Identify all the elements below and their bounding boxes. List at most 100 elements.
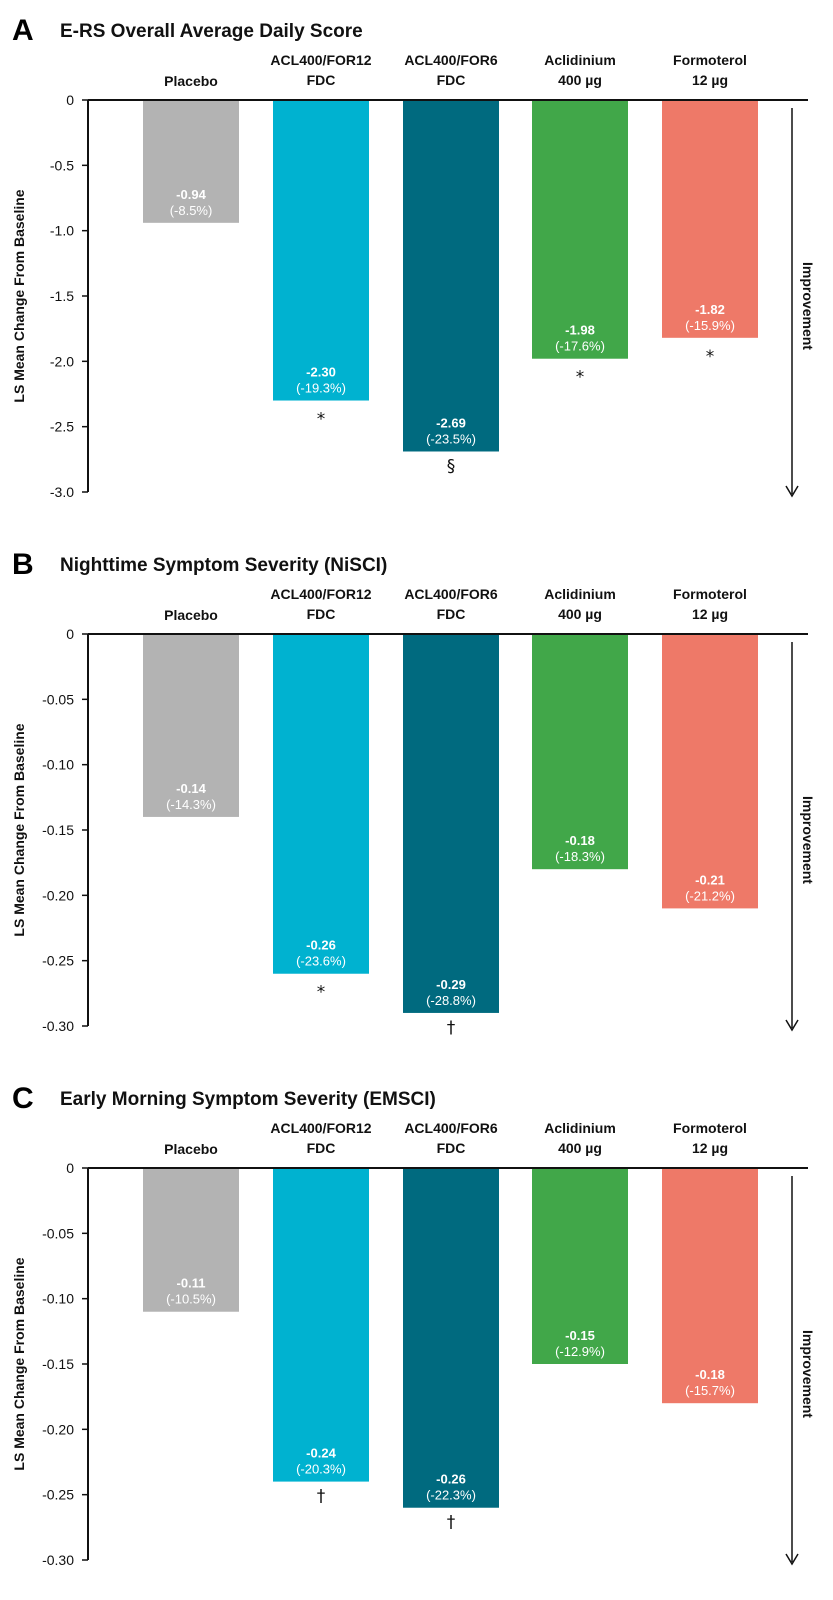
y-axis-title: LS Mean Change From Baseline [11,189,27,402]
bar-value-label: -0.11 [177,1276,206,1291]
y-tick-label: 0 [66,626,74,642]
bar-aclidinium [532,100,628,359]
significance-marker: * [317,410,326,430]
bar-acl400-for6 [403,1168,499,1508]
panel-letter: C [12,1082,34,1115]
category-label-line: FDC [307,1140,336,1156]
category-label-line: Formoterol [673,1120,747,1136]
bar-placebo [143,1168,239,1312]
category-label-line: 12 µg [692,1140,728,1156]
bar-value-label: -0.26 [306,938,336,953]
bar-acl400-for12 [273,100,369,401]
y-tick-label: 0 [66,92,74,108]
category-label: Aclidinium 400 µg [544,52,616,88]
y-tick-label: -0.05 [42,691,74,707]
category-label-line: ACL400/FOR6 [404,52,498,68]
bar-formoterol [662,100,758,338]
category-label-line: ACL400/FOR6 [404,586,498,602]
bar-acl400-for12 [273,1168,369,1482]
category-label-line: Formoterol [673,52,747,68]
bar-value-label: -1.98 [565,323,595,338]
bar-percent-label: (-17.6%) [555,339,605,354]
bar-placebo [143,634,239,817]
category-label-line: ACL400/FOR6 [404,1120,498,1136]
improvement-label: Improvement [800,262,816,350]
category-label-line: Placebo [164,1141,218,1157]
improvement-arrowhead [785,485,799,498]
category-label-line: FDC [437,72,466,88]
category-label-line: 400 µg [558,72,602,88]
bar-value-label: -0.21 [695,872,725,887]
bar-percent-label: (-10.5%) [166,1292,216,1307]
category-label-line: ACL400/FOR12 [270,52,371,68]
significance-marker: * [317,983,326,1003]
category-label-line: 12 µg [692,72,728,88]
category-label-line: Placebo [164,73,218,89]
panel-c: C Early Morning Symptom Severity (EMSCI) P… [11,1082,816,1568]
bar-value-label: -0.18 [695,1367,725,1382]
y-tick-label: -0.25 [42,1487,74,1503]
bar-placebo [143,100,239,223]
bar-value-label: -0.18 [565,833,595,848]
bar-percent-label: (-28.8%) [426,993,476,1008]
category-label-line: Aclidinium [544,1120,616,1136]
bar-percent-label: (-22.3%) [426,1488,476,1503]
category-label-line: 400 µg [558,1140,602,1156]
y-tick-label: -0.10 [42,757,74,773]
category-label: Formoterol 12 µg [673,52,747,88]
bar-value-label: -0.26 [436,1472,466,1487]
category-label: Formoterol 12 µg [673,586,747,622]
panel-letter: B [12,548,34,581]
y-tick-label: -0.15 [42,1356,74,1372]
panel-b: B Nighttime Symptom Severity (NiSCI) Place… [11,548,816,1038]
category-label-line: FDC [437,606,466,622]
significance-marker: * [576,368,585,388]
y-tick-label: -1.5 [50,288,74,304]
y-tick-label: -1.0 [50,223,74,239]
y-axis-title: LS Mean Change From Baseline [11,1257,27,1470]
bar-percent-label: (-21.2%) [685,888,735,903]
improvement-label: Improvement [800,796,816,884]
improvement-arrowhead [785,1553,799,1566]
category-label: ACL400/FOR12 FDC [270,1120,371,1156]
panel-title: Nighttime Symptom Severity (NiSCI) [60,555,387,576]
category-label-line: Aclidinium [544,52,616,68]
category-label-line: FDC [307,72,336,88]
y-tick-label: -0.5 [50,157,74,173]
category-label-line: FDC [437,1140,466,1156]
y-axis-title: LS Mean Change From Baseline [11,723,27,936]
bar-percent-label: (-23.5%) [426,431,476,446]
bar-value-label: -1.82 [695,302,725,317]
category-label: Formoterol 12 µg [673,1120,747,1156]
bar-value-label: -0.14 [176,781,206,796]
improvement-label: Improvement [800,1330,816,1418]
bar-value-label: -0.94 [176,187,206,202]
y-tick-label: -2.5 [50,419,74,435]
bar-acl400-for6 [403,634,499,1013]
bar-aclidinium [532,634,628,870]
category-label: Aclidinium 400 µg [544,586,616,622]
category-label-line: FDC [307,606,336,622]
y-tick-label: -0.30 [42,1018,74,1034]
bar-acl400-for6 [403,100,499,452]
bar-percent-label: (-12.9%) [555,1344,605,1359]
significance-marker: † [447,1513,456,1533]
category-label-line: 12 µg [692,606,728,622]
bar-percent-label: (-18.3%) [555,849,605,864]
bar-percent-label: (-15.9%) [685,318,735,333]
bar-value-label: -0.24 [306,1446,336,1461]
bar-value-label: -2.69 [436,415,466,430]
y-tick-label: -0.20 [42,1421,74,1437]
panel-a: A E-RS Overall Average Daily Score Placebo… [11,14,816,500]
bar-formoterol [662,634,758,909]
y-tick-label: -0.20 [42,887,74,903]
y-tick-label: -0.25 [42,953,74,969]
bar-value-label: -0.15 [565,1328,595,1343]
category-label-line: Placebo [164,607,218,623]
bar-percent-label: (-15.7%) [685,1383,735,1398]
significance-marker: * [706,347,715,367]
panel-title: E-RS Overall Average Daily Score [60,21,363,42]
category-label-line: Aclidinium [544,586,616,602]
bar-percent-label: (-19.3%) [296,381,346,396]
